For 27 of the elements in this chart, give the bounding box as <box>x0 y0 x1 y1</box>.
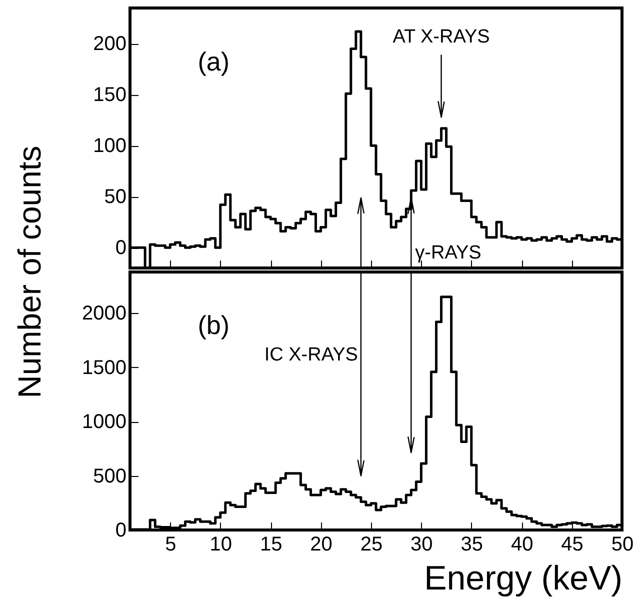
x-tick-label: 25 <box>360 534 383 556</box>
y-tick-label: 0 <box>115 520 126 542</box>
x-tick-label: 50 <box>611 534 634 556</box>
annotation: (a) <box>198 46 230 77</box>
y-tick-label: 100 <box>93 135 126 158</box>
y-tick-label: 2000 <box>82 302 126 325</box>
x-tick-label: 35 <box>460 534 484 556</box>
x-tick-label: 10 <box>210 534 232 556</box>
x-tick-label: 15 <box>260 534 282 556</box>
ref-line-label: IC X-RAYS <box>264 344 358 366</box>
y-tick-label: 150 <box>93 84 126 106</box>
y-tick-label: 50 <box>104 186 126 208</box>
y-axis-title: Number of counts <box>12 146 48 398</box>
ref-line-label: γ-RAYS <box>415 242 482 264</box>
x-tick-label: 30 <box>410 534 433 556</box>
x-tick-label: 5 <box>165 534 176 556</box>
x-tick-label: 20 <box>310 534 332 556</box>
y-tick-label: 500 <box>93 465 126 488</box>
x-tick-label: 40 <box>510 534 534 556</box>
ref-line-label: AT X-RAYS <box>392 26 490 48</box>
y-tick-label: 1500 <box>82 356 126 379</box>
y-tick-label: 1000 <box>82 411 126 434</box>
x-tick-label: 45 <box>561 534 584 556</box>
x-axis-title: Energy (keV) <box>424 560 622 598</box>
y-tick-label: 200 <box>93 33 126 56</box>
y-tick-label: 0 <box>115 237 126 260</box>
annotation: (b) <box>198 310 230 340</box>
